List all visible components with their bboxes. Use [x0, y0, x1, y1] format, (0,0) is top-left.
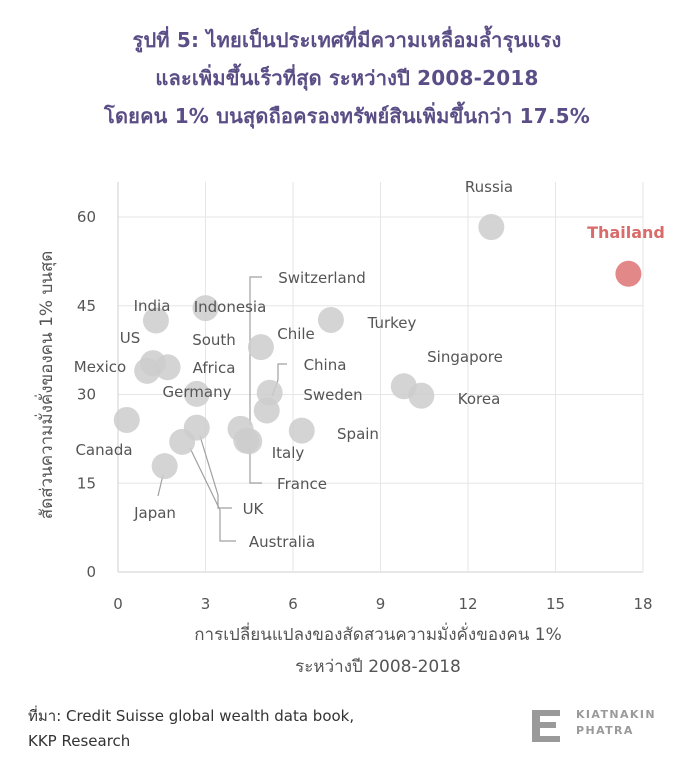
x-tick-label: 12 [458, 595, 477, 613]
y-axis-label: สัดส่วนความมั่งคั่งของคน 1% บนสุด [34, 251, 57, 520]
x-axis-label-line-2: ระหว่างปี 2008-2018 [295, 657, 461, 677]
data-point-thailand [615, 260, 642, 287]
point-label-japan: Japan [133, 504, 176, 522]
data-point-mexico [134, 357, 161, 384]
data-point-australia [169, 428, 196, 455]
point-label-france: France [277, 475, 327, 493]
source-line-1: ที่มา: Credit Suisse global wealth data … [28, 707, 355, 725]
source-line-2: KKP Research [28, 732, 131, 750]
x-tick-label: 15 [546, 595, 565, 613]
data-point-chile [247, 334, 274, 361]
point-label-us: US [120, 329, 141, 347]
data-point-sweden [253, 397, 280, 424]
data-point-south-africa [154, 354, 181, 381]
point-label-australia: Australia [249, 533, 315, 551]
leader-line-uk [199, 435, 232, 509]
point-label-canada: Canada [75, 441, 132, 459]
data-point-canada [113, 406, 140, 433]
data-point-turkey [317, 306, 344, 333]
y-tick-label: 30 [77, 386, 96, 404]
point-label-switzerland: Switzerland [278, 269, 366, 287]
point-label-sweden: Sweden [303, 386, 362, 404]
point-label-mexico: Mexico [74, 358, 126, 376]
data-point-india [142, 307, 169, 334]
chart-title-line-2: และเพิ่มขึ้นเร็วที่สุด ระหว่างปี 2008-20… [155, 66, 539, 90]
x-tick-label: 0 [113, 595, 123, 613]
point-label-south-africa: South [192, 331, 236, 349]
logo-text-line-2: PHATRA [576, 724, 634, 737]
data-point-spain [288, 417, 315, 444]
point-label-thailand: Thailand [587, 223, 665, 242]
x-tick-label: 3 [201, 595, 211, 613]
chart-title-line-3: โดยคน 1% บนสุดถือครองทรัพย์สินเพิ่มขึ้นก… [104, 104, 590, 128]
y-tick-label: 0 [86, 563, 96, 581]
leader-line-france [249, 448, 262, 484]
data-point-japan [151, 453, 178, 480]
point-label-turkey: Turkey [367, 314, 417, 332]
data-point-germany [183, 380, 210, 407]
x-tick-label: 9 [376, 595, 386, 613]
point-label-uk: UK [243, 500, 265, 518]
point-label-india: India [134, 297, 171, 315]
x-tick-label: 6 [288, 595, 298, 613]
data-point-france [227, 415, 254, 442]
x-tick-label: 18 [633, 595, 652, 613]
y-tick-label: 60 [77, 208, 96, 226]
point-label-korea: Korea [458, 390, 501, 408]
y-tick-label: 15 [77, 474, 96, 492]
point-label-chile: Chile [277, 325, 315, 343]
logo-text-line-1: KIATNAKIN [576, 708, 656, 721]
point-label-italy: Italy [272, 444, 305, 462]
leader-line-switzerland [249, 276, 262, 425]
logo-mark-icon [532, 710, 560, 742]
point-label-russia: Russia [465, 178, 513, 196]
y-tick-label: 45 [77, 297, 96, 315]
leader-line-australia [189, 447, 236, 542]
data-point-russia [478, 214, 505, 241]
chart-title-line-1: รูปที่ 5: ไทยเป็นประเทศที่มีความเหลื่อมล… [132, 28, 562, 52]
scatter-chart: Russia Thailand Switzerland India Indonesia U… [34, 178, 665, 677]
point-label-china: China [304, 356, 347, 374]
data-point-indonesia [192, 295, 219, 322]
point-label-south-africa: Africa [193, 359, 236, 377]
point-label-spain: Spain [337, 425, 379, 443]
x-axis-label: การเปลี่ยนแปลงของสัดสวนความมั่งคั่งของคน… [194, 622, 561, 645]
point-label-germany: Germany [163, 383, 232, 401]
data-point-korea [408, 382, 435, 409]
kiatnakin-phatra-logo: KIATNAKIN PHATRA [526, 704, 666, 744]
point-label-indonesia: Indonesia [194, 298, 267, 316]
point-label-singapore: Singapore [427, 348, 503, 366]
